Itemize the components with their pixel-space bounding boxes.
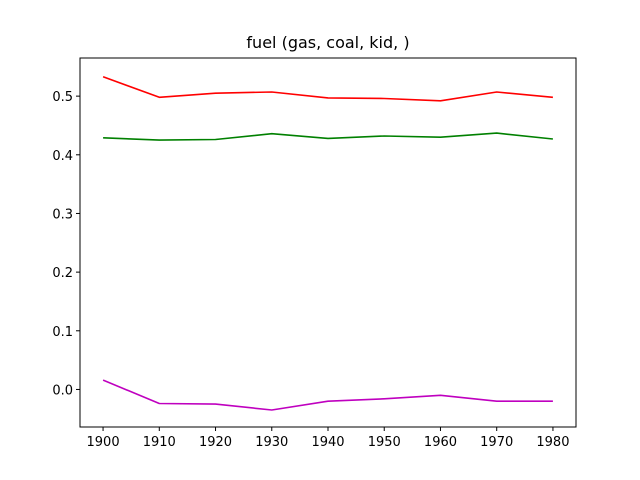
x-tick-label: 1960 [424, 435, 457, 450]
y-tick-label: 0.2 [52, 266, 73, 281]
plot-frame [79, 57, 577, 428]
y-tick-label: 0.0 [52, 383, 73, 398]
series-layer [102, 76, 553, 411]
x-tick-label: 1920 [199, 435, 232, 450]
x-tick-label: 1980 [536, 435, 569, 450]
series-line-3 [102, 379, 553, 411]
x-tick-label: 1930 [255, 435, 288, 450]
x-tick-label: 1910 [143, 435, 176, 450]
x-tick-label: 1970 [480, 435, 513, 450]
y-tick-label: 0.5 [52, 90, 73, 105]
chart-title: fuel (gas, coal, kid, ) [246, 33, 409, 52]
y-tick-label: 0.4 [52, 149, 73, 164]
series-line-2 [103, 132, 553, 141]
y-tick-label: 0.1 [52, 325, 73, 340]
y-tick-label: 0.3 [52, 207, 73, 222]
axis-layer: 1900 1910 1920 1930 1940 1950 1960 1970 1980 0.0 0… [52, 90, 569, 450]
x-tick-label: 1940 [311, 435, 344, 450]
x-tick-label: 1900 [87, 435, 120, 450]
series-line-1 [102, 76, 553, 102]
x-tick-label: 1950 [368, 435, 401, 450]
